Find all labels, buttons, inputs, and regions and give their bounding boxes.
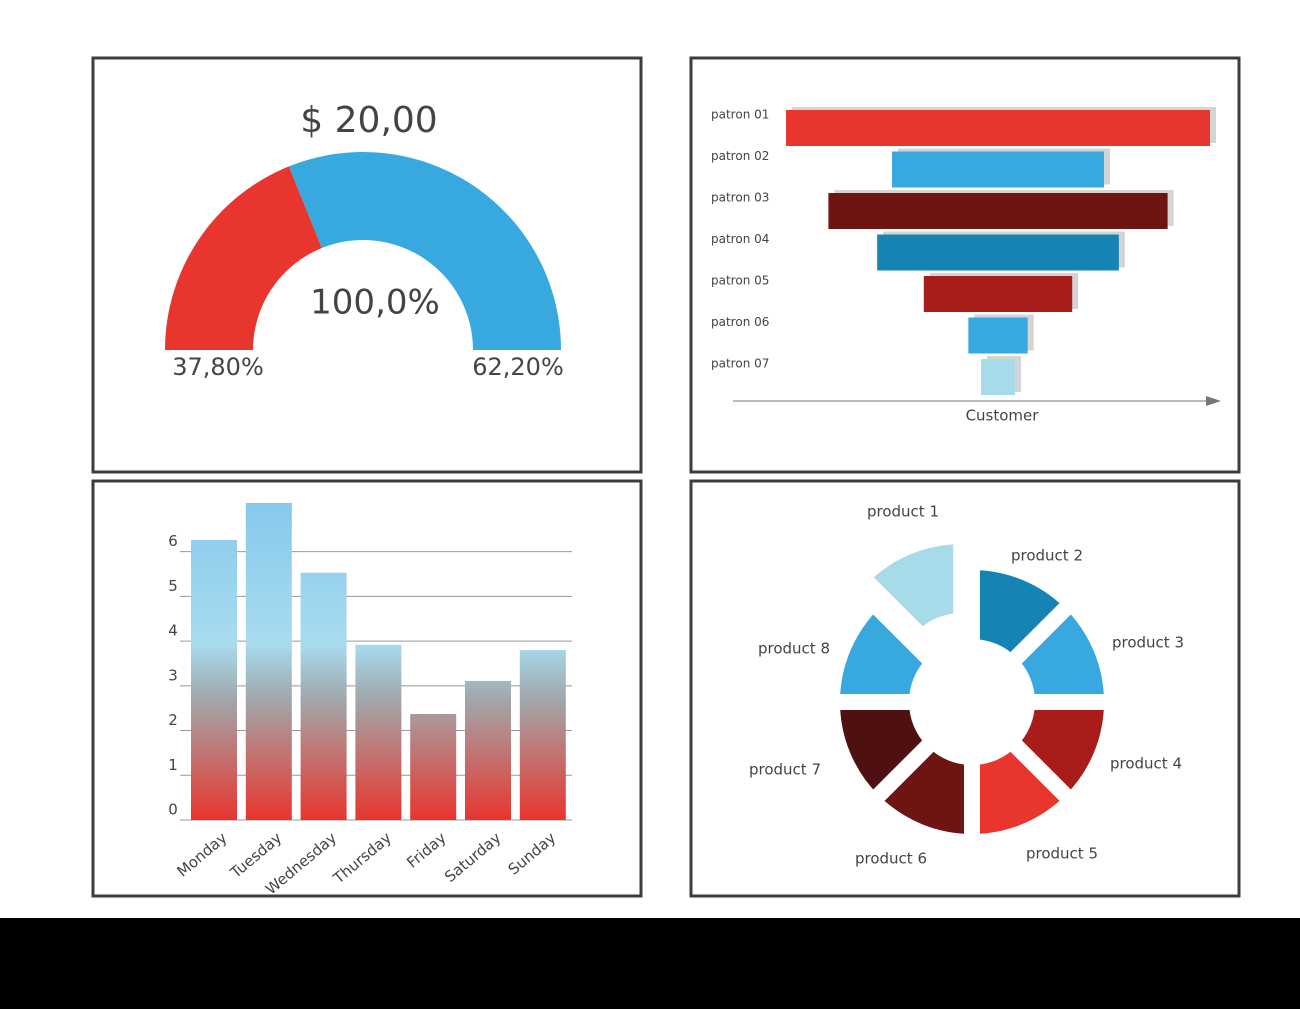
segment-label: product 1 bbox=[867, 503, 939, 521]
segment-label: product 2 bbox=[1011, 547, 1083, 565]
funnel-bar bbox=[981, 359, 1015, 395]
segment-label: product 7 bbox=[749, 761, 821, 779]
funnel-bar bbox=[786, 110, 1210, 146]
funnel-bar bbox=[923, 276, 1073, 312]
footer-band bbox=[0, 918, 1300, 1009]
gauge-segment bbox=[165, 166, 322, 350]
category-label: patron 03 bbox=[711, 191, 769, 205]
bar bbox=[465, 680, 511, 820]
funnel-bar bbox=[828, 193, 1168, 229]
bar bbox=[191, 540, 237, 820]
gauge-segment bbox=[288, 152, 561, 350]
category-label: patron 06 bbox=[711, 315, 769, 329]
y-tick-label: 1 bbox=[168, 756, 178, 774]
value-label: 62,20% bbox=[472, 353, 564, 381]
category-label: patron 01 bbox=[711, 108, 769, 122]
center-label: 100,0% bbox=[310, 283, 440, 323]
value-label: 37,80% bbox=[172, 353, 264, 381]
gauge-title: $ 20,00 bbox=[300, 100, 437, 141]
bar bbox=[300, 572, 347, 820]
funnel-bar bbox=[892, 151, 1104, 188]
y-tick-label: 6 bbox=[168, 532, 178, 550]
segment-label: product 8 bbox=[758, 640, 830, 658]
funnel-bar bbox=[877, 234, 1119, 271]
bar bbox=[519, 650, 566, 820]
segment-label: product 5 bbox=[1026, 845, 1098, 863]
donut-segment bbox=[850, 528, 970, 649]
category-label: patron 05 bbox=[711, 274, 769, 288]
segment-label: product 6 bbox=[855, 850, 927, 868]
y-tick-label: 0 bbox=[168, 801, 178, 819]
axis-arrow bbox=[1206, 396, 1221, 406]
category-label: patron 07 bbox=[711, 357, 769, 371]
y-tick-label: 5 bbox=[168, 577, 178, 595]
y-tick-label: 3 bbox=[168, 666, 178, 684]
y-tick-label: 4 bbox=[168, 622, 178, 640]
donut-segment bbox=[823, 591, 945, 710]
segment-label: product 4 bbox=[1110, 755, 1182, 773]
bar bbox=[355, 644, 402, 820]
y-tick-label: 2 bbox=[168, 711, 178, 729]
segment-label: product 3 bbox=[1112, 634, 1184, 652]
category-label: patron 02 bbox=[711, 149, 769, 163]
category-label: patron 04 bbox=[711, 232, 769, 246]
x-axis-label: Customer bbox=[966, 407, 1040, 425]
bar bbox=[245, 502, 292, 820]
bar bbox=[410, 714, 457, 820]
funnel-bar bbox=[968, 317, 1028, 354]
